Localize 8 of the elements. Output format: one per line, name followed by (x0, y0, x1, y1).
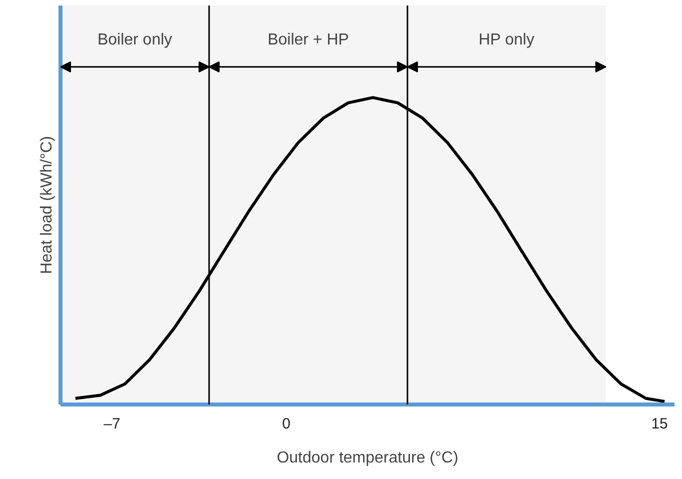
x-axis-title: Outdoor temperature (°C) (276, 450, 458, 466)
band-label: HP only (478, 31, 534, 48)
y-axis-title: Heat load (kWh/°C) (38, 136, 56, 274)
x-tick-label: –7 (104, 416, 120, 432)
band-label: Boiler only (97, 31, 172, 48)
x-tick-label: 15 (651, 416, 668, 432)
x-tick-label: 0 (282, 416, 290, 432)
band-label: Boiler + HP (268, 31, 349, 48)
